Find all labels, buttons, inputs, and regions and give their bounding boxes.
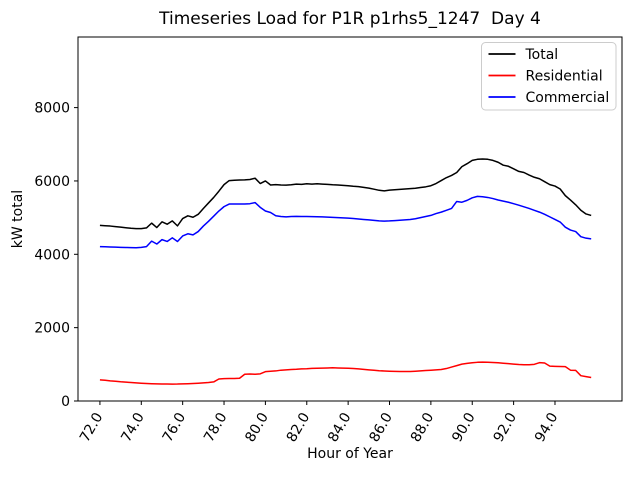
legend-label-residential: Residential [526, 69, 603, 85]
series-line-total [99, 158, 592, 230]
x-axis-label: Hour of Year [307, 446, 393, 462]
x-tick-label: 80.0 [242, 410, 271, 445]
series-line-commercial [99, 195, 592, 249]
x-tick-label: 86.0 [367, 410, 396, 445]
x-tick-label: 90.0 [449, 410, 478, 445]
legend-label-commercial: Commercial [526, 90, 610, 106]
x-tick-label: 84.0 [325, 410, 354, 445]
y-tick-label: 4000 [34, 247, 70, 263]
x-tick-label: 88.0 [408, 410, 437, 445]
y-axis-label: kW total [10, 189, 26, 249]
x-tick-label: 82.0 [284, 410, 313, 445]
x-tick-label: 76.0 [160, 410, 189, 445]
x-tick-label: 94.0 [532, 410, 561, 445]
legend-label-total: Total [525, 47, 559, 63]
x-tick-label: 78.0 [201, 410, 230, 445]
y-tick-label: 6000 [34, 174, 70, 190]
y-tick-label: 8000 [34, 101, 70, 117]
chart-title: Timeseries Load for P1R p1rhs5_1247 Day … [159, 9, 541, 29]
x-tick-label: 92.0 [491, 410, 520, 445]
plot-border [77, 36, 623, 402]
y-tick-label: 0 [61, 394, 70, 410]
x-tick-label: 74.0 [118, 410, 147, 445]
legend-box [481, 42, 617, 111]
y-tick-label: 2000 [34, 321, 70, 337]
x-tick-label: 72.0 [77, 410, 106, 445]
series-line-residential [99, 361, 592, 385]
